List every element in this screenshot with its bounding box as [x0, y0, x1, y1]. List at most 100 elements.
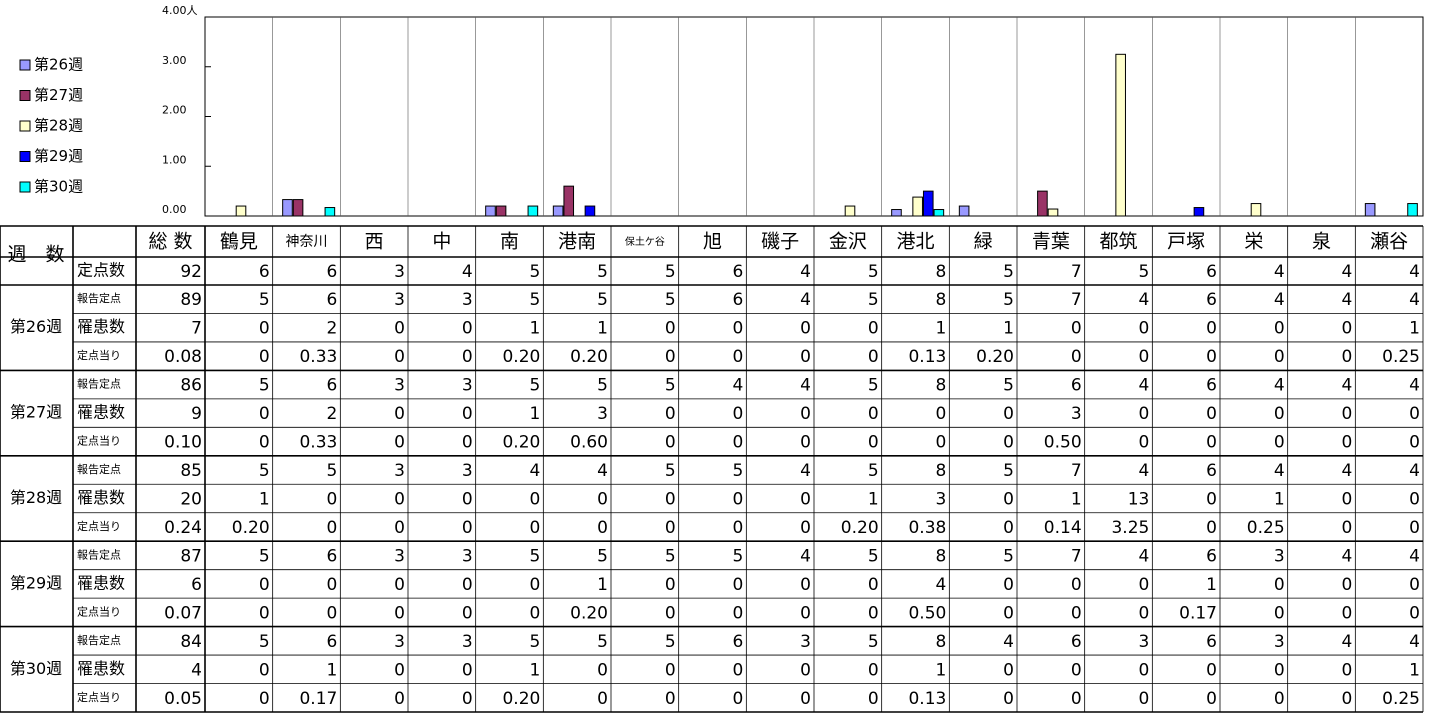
cell-value: 5: [597, 632, 608, 652]
cell-value: 7: [1071, 461, 1082, 481]
y-tick-label: 0.00: [162, 203, 187, 216]
cell-value: 0.25: [1247, 518, 1285, 538]
legend-label: 第29週: [34, 147, 83, 165]
cell-value: 6: [733, 290, 744, 310]
cell-value: 1: [1206, 575, 1217, 595]
cell-value: 0.13: [908, 689, 946, 709]
cell-value: 0: [733, 689, 744, 709]
cell-value: 0: [1274, 433, 1285, 453]
cell-value: 0: [1139, 660, 1150, 680]
cell-value: 5: [259, 546, 270, 566]
cell-value: 0: [1206, 319, 1217, 339]
cell-value: 5: [530, 546, 541, 566]
cell-value: 6: [733, 262, 744, 282]
column-header: 栄: [1244, 231, 1263, 253]
cell-value: 0.33: [299, 347, 337, 367]
cell-value: 0: [733, 603, 744, 623]
cell-value: 0: [1206, 490, 1217, 510]
corner-label: 週 数: [7, 244, 64, 266]
cell-value: 4: [733, 376, 744, 396]
legend-swatch: [19, 120, 31, 132]
cell-value: 0: [462, 603, 473, 623]
cell-value: 0.24: [164, 518, 202, 538]
cell-value: 0: [868, 689, 879, 709]
bar: [844, 205, 856, 217]
cell-value: 5: [1003, 546, 1014, 566]
row-label: 報告定点: [77, 462, 121, 476]
cell-value: 6: [191, 575, 202, 595]
cell-value: 0: [1342, 490, 1353, 510]
cell-value: 0: [259, 575, 270, 595]
bar: [1115, 53, 1126, 217]
row-label: 報告定点: [77, 633, 121, 647]
cell-value: 5: [327, 461, 338, 481]
cell-value: 0.33: [299, 433, 337, 453]
cell-value: 0.20: [232, 518, 270, 538]
cell-value: 0: [665, 347, 676, 367]
cell-value: 5: [665, 376, 676, 396]
cell-value: 5: [665, 546, 676, 566]
cell-value: 4: [1139, 546, 1150, 566]
cell-value: 5: [868, 632, 879, 652]
bar: [1193, 207, 1205, 217]
cell-value: 0: [868, 603, 879, 623]
cell-value: 5: [597, 262, 608, 282]
cell-value: 0: [665, 603, 676, 623]
cell-value: 0: [259, 603, 270, 623]
row-label: 罹患数: [77, 659, 125, 678]
cell-value: 0: [1003, 490, 1014, 510]
cell-value: 1: [1003, 319, 1014, 339]
y-tick-label: 4.00人: [162, 4, 198, 17]
bar: [584, 205, 596, 217]
row-label: 罹患数: [77, 403, 125, 422]
cell-value: 5: [259, 461, 270, 481]
cell-value: 3: [462, 632, 473, 652]
cell-value: 5: [665, 290, 676, 310]
cell-value: 0: [1206, 518, 1217, 538]
cell-value: 4: [800, 290, 811, 310]
cell-value: 85: [180, 461, 202, 481]
cell-value: 4: [936, 575, 947, 595]
bar: [1250, 203, 1262, 217]
cell-value: 5: [530, 262, 541, 282]
cell-value: 0: [462, 433, 473, 453]
cell-value: 0.08: [164, 347, 202, 367]
cell-value: 4: [597, 461, 608, 481]
cell-value: 0: [1003, 603, 1014, 623]
cell-value: 0: [1274, 660, 1285, 680]
row-label: 定点当り: [77, 434, 121, 448]
cell-value: 1: [936, 319, 947, 339]
cell-value: 0.25: [1382, 347, 1420, 367]
cell-value: 0: [327, 518, 338, 538]
cell-value: 4: [191, 660, 202, 680]
bar: [495, 205, 507, 217]
cell-value: 5: [868, 290, 879, 310]
cell-value: 6: [733, 632, 744, 652]
cell-value: 0: [1206, 433, 1217, 453]
row-label: 罹患数: [77, 488, 125, 507]
row-label: 定点数: [77, 261, 125, 280]
cell-value: 0: [1206, 347, 1217, 367]
cell-value: 0: [868, 319, 879, 339]
cell-value: 0: [733, 518, 744, 538]
cell-value: 0: [1206, 660, 1217, 680]
cell-value: 0: [800, 689, 811, 709]
cell-value: 0: [394, 433, 405, 453]
cell-value: 0: [800, 490, 811, 510]
cell-value: 0: [1409, 603, 1420, 623]
cell-value: 0: [1342, 433, 1353, 453]
cell-value: 0: [1139, 575, 1150, 595]
column-header: 瀬谷: [1370, 231, 1408, 253]
cell-value: 1: [530, 404, 541, 424]
cell-value: 0: [1274, 575, 1285, 595]
cell-value: 0: [936, 433, 947, 453]
bar: [485, 205, 496, 217]
cell-value: 89: [180, 290, 202, 310]
cell-value: 0: [259, 660, 270, 680]
cell-value: 0: [1071, 319, 1082, 339]
legend-swatch: [19, 59, 31, 71]
bar: [933, 209, 945, 217]
cell-value: 6: [327, 290, 338, 310]
cell-value: 0: [462, 319, 473, 339]
legend-swatch: [19, 90, 31, 101]
